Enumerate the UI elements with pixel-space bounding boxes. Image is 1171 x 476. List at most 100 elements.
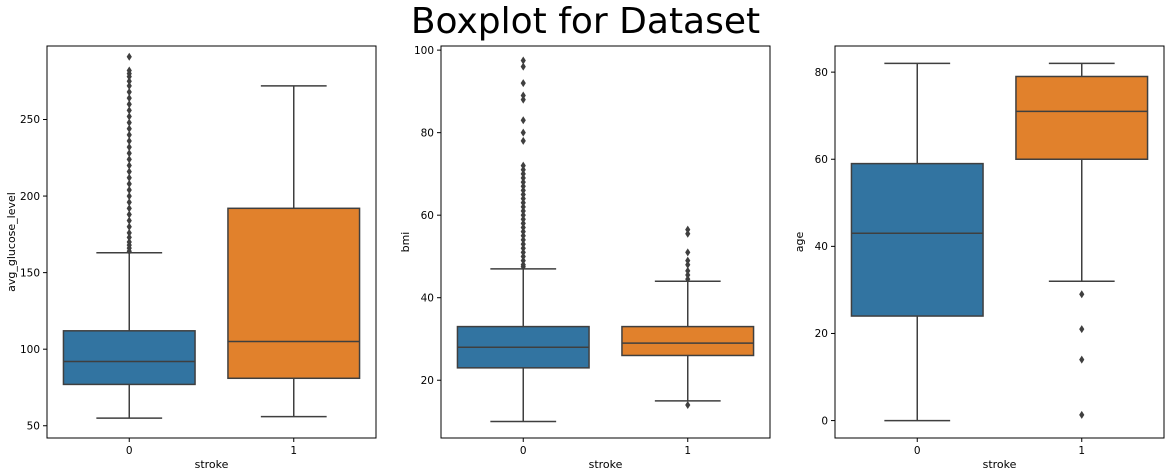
y-tick-label: 40 xyxy=(815,241,828,253)
x-tick-label: 1 xyxy=(684,445,691,457)
flier-point xyxy=(685,260,691,269)
flier-point xyxy=(126,161,132,170)
y-tick-label: 80 xyxy=(815,67,828,79)
y-tick-label: 200 xyxy=(20,191,40,203)
flier-point xyxy=(126,238,132,246)
y-axis-label: avg_glucose_level xyxy=(5,192,18,292)
flier-point xyxy=(520,215,526,224)
flier-point xyxy=(520,79,526,88)
flier-point xyxy=(520,91,526,100)
flier-point xyxy=(520,186,526,195)
flier-point xyxy=(685,256,691,265)
box xyxy=(1015,75,1149,160)
box xyxy=(62,330,196,386)
flier-point xyxy=(520,223,526,232)
x-axis-label: stroke xyxy=(983,458,1017,471)
flier-point xyxy=(520,178,526,187)
flier-point xyxy=(1079,410,1085,419)
x-axis-label: stroke xyxy=(195,458,229,471)
flier-point xyxy=(520,198,526,207)
y-tick-label: 80 xyxy=(421,127,434,139)
flier-point xyxy=(126,216,132,225)
flier-point xyxy=(126,173,132,182)
flier-point xyxy=(126,222,132,231)
flier-point xyxy=(520,62,526,71)
flier-point xyxy=(520,207,526,216)
box xyxy=(227,207,361,380)
flier-point xyxy=(126,118,132,127)
flier-point xyxy=(126,94,132,103)
flier-point xyxy=(126,143,132,152)
flier-point xyxy=(126,185,132,194)
flier-point xyxy=(126,106,132,115)
box-group-0 xyxy=(456,56,590,423)
box-group-1 xyxy=(227,85,361,418)
flier-point xyxy=(685,266,691,275)
flier-point xyxy=(126,52,132,61)
subplot-1: 50 100 150 200 250 0 1 stroke avg_glucose_level xyxy=(5,45,377,471)
figure-title: Boxplot for Dataset xyxy=(410,1,761,42)
flier-point xyxy=(126,198,132,207)
box-group-0 xyxy=(62,52,196,419)
flier-point xyxy=(685,275,691,284)
flier-point xyxy=(126,77,132,86)
y-tick-label: 150 xyxy=(20,267,40,279)
flier-point xyxy=(520,182,526,191)
flier-point xyxy=(520,231,526,240)
flier-point xyxy=(520,165,526,174)
x-tick-label: 1 xyxy=(290,445,297,457)
flier-point xyxy=(520,190,526,199)
flier-point xyxy=(126,167,132,176)
flier-point xyxy=(126,124,132,133)
flier-point xyxy=(520,95,526,104)
y-tick-label: 250 xyxy=(20,114,40,126)
flier-point xyxy=(685,248,691,257)
y-tick-label: 20 xyxy=(815,328,828,340)
axes-frame xyxy=(440,45,771,439)
flier-point xyxy=(1079,355,1085,364)
flier-point xyxy=(1079,290,1085,299)
x-tick-label: 0 xyxy=(126,445,133,457)
flier-point xyxy=(685,400,691,409)
box xyxy=(850,162,984,317)
flier-point xyxy=(126,112,132,121)
flier-point xyxy=(126,136,132,145)
flier-point xyxy=(126,192,132,201)
flier-point xyxy=(520,161,526,170)
box-group-0 xyxy=(850,62,984,422)
flier-point xyxy=(520,235,526,244)
flier-point xyxy=(126,233,132,242)
x-tick-label: 0 xyxy=(914,445,921,457)
flier-point xyxy=(520,256,526,265)
x-axis-label: stroke xyxy=(589,458,623,471)
y-tick-label: 60 xyxy=(421,210,434,222)
flier-point xyxy=(520,219,526,228)
flier-point xyxy=(126,155,132,164)
flier-point xyxy=(126,87,132,96)
subplot-3: 0 20 40 60 80 0 1 stroke age xyxy=(793,45,1165,471)
flier-point xyxy=(126,66,132,75)
flier-point xyxy=(685,271,691,280)
y-tick-label: 20 xyxy=(421,375,434,387)
y-tick-label: 100 xyxy=(414,45,434,57)
axes-frame xyxy=(834,45,1165,439)
flier-point xyxy=(1079,325,1085,334)
flier-point xyxy=(520,116,526,125)
flier-point xyxy=(126,179,132,188)
flier-point xyxy=(520,248,526,257)
y-tick-label: 60 xyxy=(815,154,828,166)
y-axis-label: age xyxy=(793,232,806,253)
flier-point xyxy=(520,202,526,211)
flier-point xyxy=(126,130,132,139)
y-tick-label: 100 xyxy=(20,344,40,356)
flier-point xyxy=(520,227,526,236)
flier-point xyxy=(685,229,691,238)
x-tick-label: 1 xyxy=(1078,445,1085,457)
flier-point xyxy=(520,194,526,203)
y-tick-label: 50 xyxy=(27,420,40,432)
box-group-1 xyxy=(621,225,755,409)
axes-frame xyxy=(46,45,377,439)
flier-point xyxy=(520,211,526,220)
y-tick-label: 40 xyxy=(421,292,434,304)
